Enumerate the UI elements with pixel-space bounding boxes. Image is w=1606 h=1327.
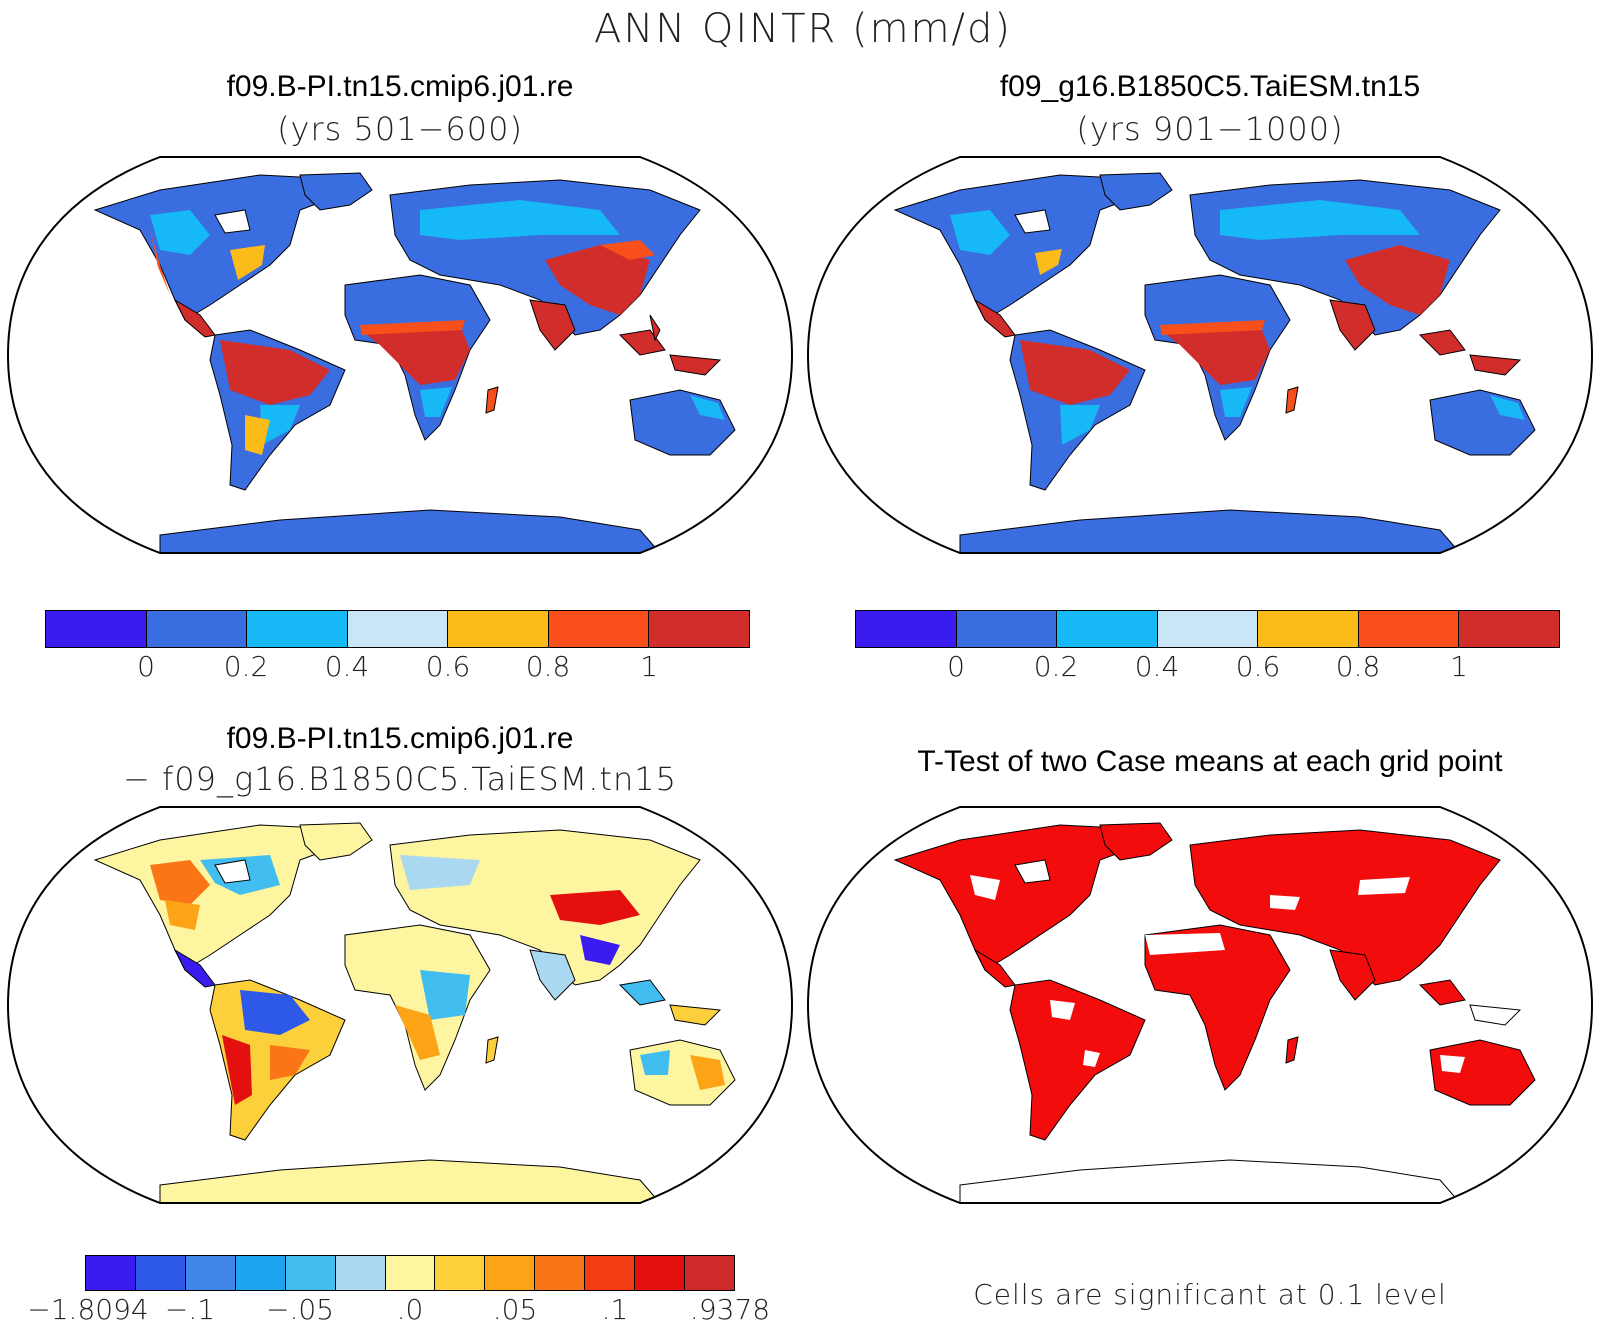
panel-title-ttest: T-Test of two Case means at each grid po… <box>917 745 1503 778</box>
colorbar-difference <box>85 1255 735 1291</box>
colorbar-label: 1 <box>1450 650 1468 683</box>
colorbar-label: 0.8 <box>525 650 571 683</box>
colorbar-swatch <box>86 1256 136 1290</box>
colorbar-label: 0.2 <box>1033 650 1079 683</box>
colorbar-swatch <box>448 611 549 647</box>
colorbar-label: 0.2 <box>223 650 269 683</box>
colorbar-case2 <box>855 610 1560 648</box>
antarctica <box>159 509 662 553</box>
colorbar-swatch <box>385 1256 436 1290</box>
colorbar-label: .1 <box>601 1293 629 1326</box>
colorbar-swatch <box>285 1256 336 1290</box>
colorbar-swatch <box>685 1256 734 1290</box>
map-case2 <box>806 156 1594 554</box>
colorbar-label: 0 <box>947 650 965 683</box>
colorbar-swatch <box>1459 611 1560 647</box>
colorbar-label: 0.6 <box>1235 650 1281 683</box>
colorbar-swatch <box>585 1256 636 1290</box>
colorbar-label: .05 <box>492 1293 538 1326</box>
india <box>529 299 576 351</box>
figure-title: ANN QINTR (mm/d) <box>593 6 1013 52</box>
panel-title-case1: f09.B-PI.tn15.cmip6.j01.re <box>226 70 574 103</box>
colorbar-case1 <box>45 610 750 648</box>
panel-title-case2: f09_g16.B1850C5.TaiESM.tn15 <box>999 70 1421 103</box>
colorbar-swatch <box>335 1256 386 1290</box>
colorbar-swatch <box>1258 611 1359 647</box>
colorbar-swatch <box>635 1256 686 1290</box>
colorbar-swatch <box>347 611 449 647</box>
map-case1 <box>6 156 794 554</box>
colorbar-swatch <box>146 611 248 647</box>
colorbar-label: −1.8094 <box>27 1293 149 1326</box>
map-ttest <box>806 806 1594 1204</box>
colorbar-label: 1 <box>640 650 658 683</box>
colorbar-swatch <box>548 611 650 647</box>
map-difference <box>6 806 794 1204</box>
colorbar-swatch <box>1057 611 1158 647</box>
colorbar-label: 0.8 <box>1335 650 1381 683</box>
colorbar-label: 0.6 <box>425 650 471 683</box>
colorbar-swatch <box>535 1256 586 1290</box>
significance-note: Cells are significant at 0.1 level <box>973 1278 1447 1311</box>
colorbar-swatch <box>485 1256 536 1290</box>
colorbar-label: 0 <box>137 650 155 683</box>
colorbar-label: −.1 <box>164 1293 216 1326</box>
central-america <box>173 298 216 338</box>
colorbar-swatch <box>185 1256 236 1290</box>
panel-title-difference: f09.B-PI.tn15.cmip6.j01.re <box>226 722 574 755</box>
colorbar-label: −.05 <box>266 1293 334 1326</box>
colorbar-swatch <box>856 611 957 647</box>
colorbar-swatch <box>649 611 750 647</box>
colorbar-swatch <box>135 1256 186 1290</box>
panel-subtitle-case1: (yrs 501−600) <box>277 110 523 148</box>
colorbar-label: 0.4 <box>324 650 370 683</box>
colorbar-swatch <box>1157 611 1259 647</box>
colorbar-swatch <box>1358 611 1460 647</box>
colorbar-label: .0 <box>396 1293 424 1326</box>
north-america <box>93 174 362 321</box>
colorbar-label: .9378 <box>689 1293 771 1326</box>
panel-subtitle-case2: (yrs 901−1000) <box>1076 110 1344 148</box>
colorbar-swatch <box>46 611 147 647</box>
greenland <box>299 172 373 211</box>
colorbar-swatch <box>247 611 348 647</box>
colorbar-label: 0.4 <box>1134 650 1180 683</box>
colorbar-swatch <box>435 1256 486 1290</box>
colorbar-swatch <box>956 611 1058 647</box>
colorbar-swatch <box>235 1256 286 1290</box>
panel-subtitle-difference: − f09_g16.B1850C5.TaiESM.tn15 <box>123 760 677 798</box>
